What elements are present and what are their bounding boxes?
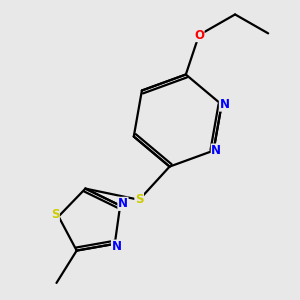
Text: N: N	[118, 197, 128, 210]
Text: N: N	[112, 240, 122, 253]
Text: S: S	[135, 193, 143, 206]
Text: O: O	[194, 28, 204, 42]
Text: N: N	[211, 144, 221, 157]
Text: S: S	[51, 208, 59, 221]
Text: N: N	[219, 98, 230, 111]
